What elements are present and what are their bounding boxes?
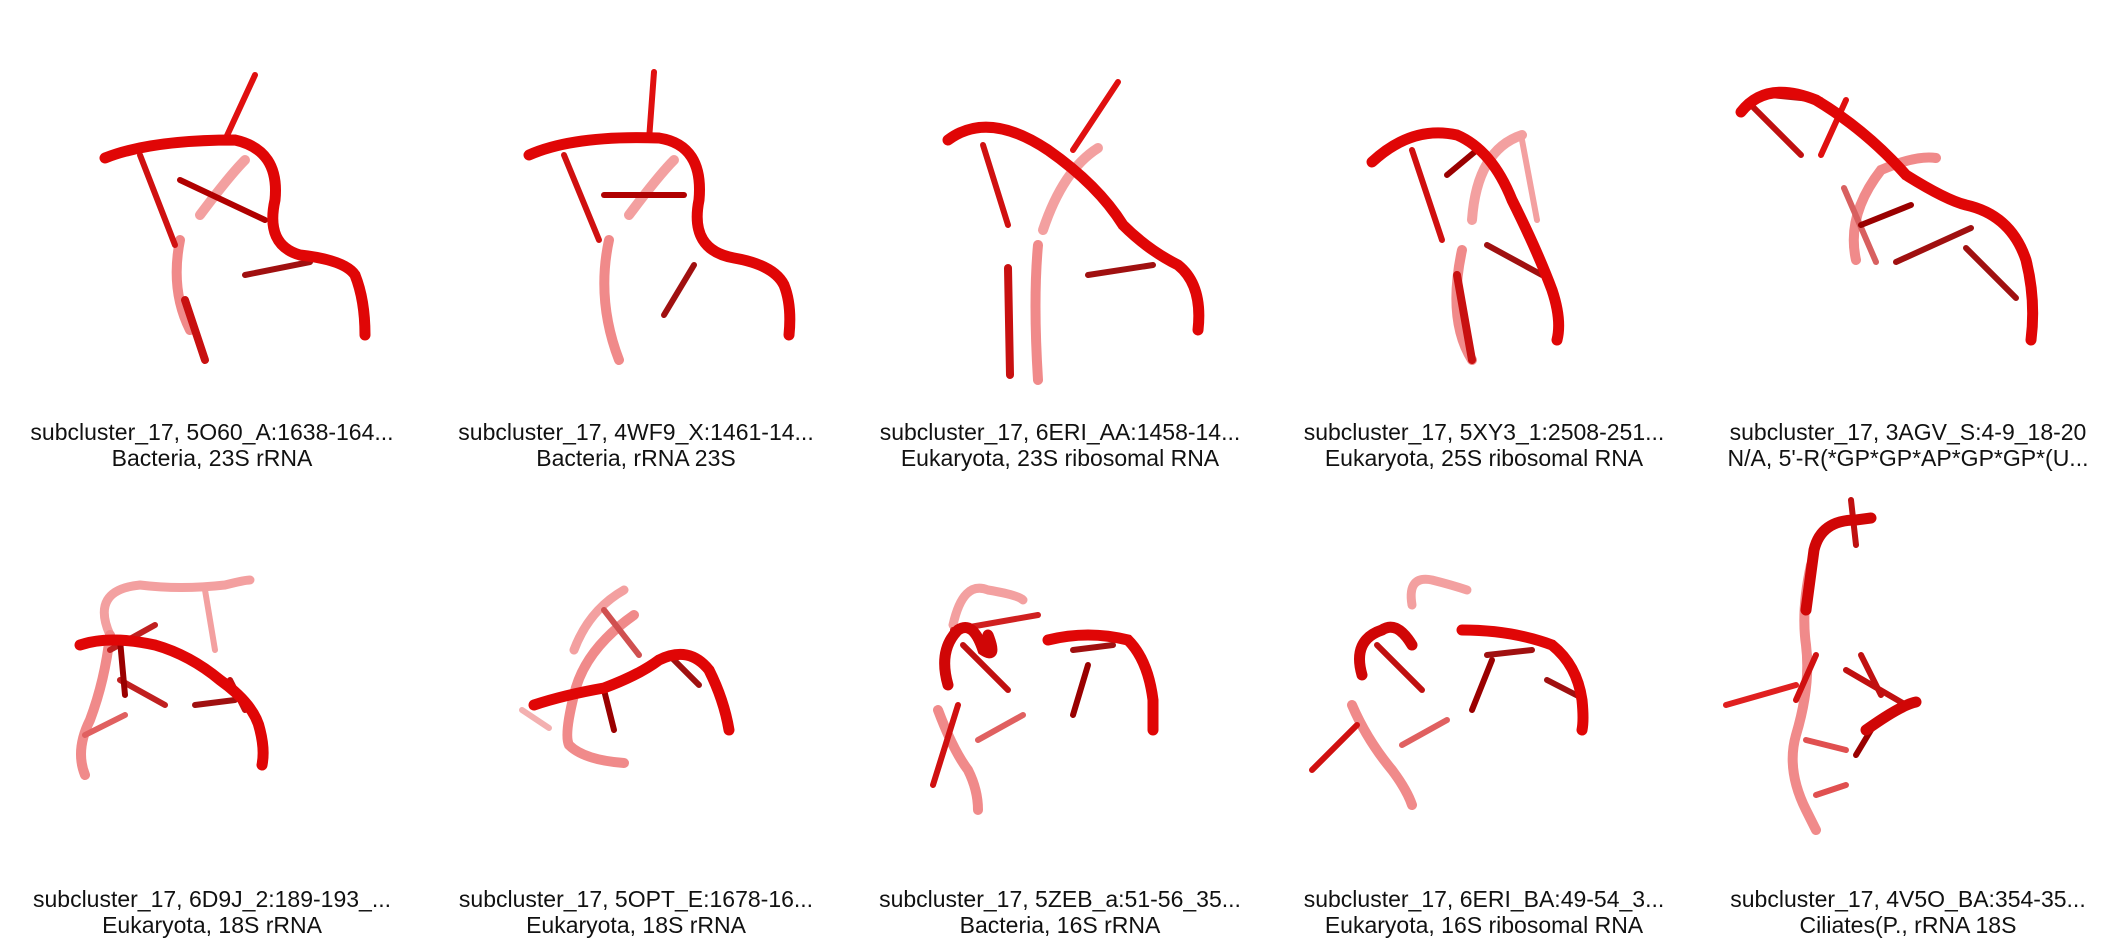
structure-id-label: subcluster_17, 5XY3_1:2508-251... bbox=[1303, 419, 1665, 445]
rna-backbone-icon bbox=[1366, 127, 1565, 365]
structure-id-label: subcluster_17, 5ZEB_a:51-56_35... bbox=[879, 886, 1241, 912]
structure-id-label: subcluster_17, 5O60_A:1638-164... bbox=[30, 419, 394, 445]
rna-backbone-icon bbox=[1723, 497, 1922, 835]
structure-tile[interactable]: subcluster_17, 6ERI_AA:1458-14... Eukary… bbox=[848, 0, 1272, 471]
structure-organism-label: Bacteria, 23S rRNA bbox=[111, 445, 313, 471]
structure-caption: subcluster_17, 6ERI_BA:49-54_3... Eukary… bbox=[1272, 886, 1696, 938]
rna-backbone-icon bbox=[1735, 86, 2039, 346]
structure-tile[interactable]: subcluster_17, 5O60_A:1638-164... Bacter… bbox=[0, 0, 424, 471]
structure-id-label: subcluster_17, 6ERI_BA:49-54_3... bbox=[1303, 886, 1665, 912]
rna-backbone-icon bbox=[930, 583, 1159, 815]
structure-id-label: subcluster_17, 6ERI_AA:1458-14... bbox=[879, 419, 1241, 445]
structure-id-label: subcluster_17, 3AGV_S:4-9_18-20 bbox=[1729, 419, 2087, 445]
structure-organism-label: Eukaryota, 25S ribosomal RNA bbox=[1324, 445, 1644, 471]
rna-backbone-icon bbox=[519, 585, 735, 768]
structure-tile[interactable]: subcluster_17, 5ZEB_a:51-56_35... Bacter… bbox=[848, 470, 1272, 940]
structure-caption: subcluster_17, 6ERI_AA:1458-14... Eukary… bbox=[848, 419, 1272, 471]
structure-organism-label: Bacteria, rRNA 23S bbox=[536, 445, 736, 471]
rna-backbone-icon bbox=[1309, 574, 1589, 810]
structure-organism-label: Eukaryota, 23S ribosomal RNA bbox=[900, 445, 1220, 471]
structure-caption: subcluster_17, 5O60_A:1638-164... Bacter… bbox=[0, 419, 424, 471]
structure-caption: subcluster_17, 3AGV_S:4-9_18-20 N/A, 5'-… bbox=[1696, 419, 2120, 471]
rna-backbone-icon bbox=[99, 72, 371, 364]
structure-id-label: subcluster_17, 6D9J_2:189-193_... bbox=[32, 886, 392, 912]
structure-id-label: subcluster_17, 4WF9_X:1461-14... bbox=[458, 419, 814, 445]
structure-tile[interactable]: subcluster_17, 3AGV_S:4-9_18-20 N/A, 5'-… bbox=[1696, 0, 2120, 471]
structure-caption: subcluster_17, 6D9J_2:189-193_... Eukary… bbox=[0, 886, 424, 938]
structure-tile[interactable]: subcluster_17, 5XY3_1:2508-251... Eukary… bbox=[1272, 0, 1696, 471]
structure-organism-label: Eukaryota, 18S rRNA bbox=[102, 912, 322, 938]
structure-caption: subcluster_17, 5XY3_1:2508-251... Eukary… bbox=[1272, 419, 1696, 471]
structure-tile[interactable]: subcluster_17, 5OPT_E:1678-16... Eukaryo… bbox=[424, 470, 848, 940]
structure-tile[interactable]: subcluster_17, 6ERI_BA:49-54_3... Eukary… bbox=[1272, 470, 1696, 940]
structure-tile[interactable]: subcluster_17, 4V5O_BA:354-35... Ciliate… bbox=[1696, 470, 2120, 940]
structure-caption: subcluster_17, 5ZEB_a:51-56_35... Bacter… bbox=[848, 886, 1272, 938]
rna-backbone-icon bbox=[523, 69, 796, 365]
structure-organism-label: Eukaryota, 18S rRNA bbox=[526, 912, 746, 938]
structure-caption: subcluster_17, 5OPT_E:1678-16... Eukaryo… bbox=[424, 886, 848, 938]
structure-organism-label: Ciliates(P., rRNA 18S bbox=[1799, 912, 2017, 938]
structure-organism-label: Eukaryota, 16S ribosomal RNA bbox=[1324, 912, 1644, 938]
rna-backbone-icon bbox=[942, 79, 1205, 385]
rna-backbone-icon bbox=[74, 575, 269, 780]
structure-tile[interactable]: subcluster_17, 6D9J_2:189-193_... Eukary… bbox=[0, 470, 424, 940]
structure-organism-label: Bacteria, 16S rRNA bbox=[959, 912, 1161, 938]
structure-caption: subcluster_17, 4V5O_BA:354-35... Ciliate… bbox=[1696, 886, 2120, 938]
structure-id-label: subcluster_17, 5OPT_E:1678-16... bbox=[458, 886, 814, 912]
structure-caption: subcluster_17, 4WF9_X:1461-14... Bacteri… bbox=[424, 419, 848, 471]
structure-organism-label: N/A, 5'-R(*GP*GP*AP*GP*GP*(U... bbox=[1727, 445, 2089, 471]
structure-tile[interactable]: subcluster_17, 4WF9_X:1461-14... Bacteri… bbox=[424, 0, 848, 471]
structure-id-label: subcluster_17, 4V5O_BA:354-35... bbox=[1730, 886, 2086, 912]
